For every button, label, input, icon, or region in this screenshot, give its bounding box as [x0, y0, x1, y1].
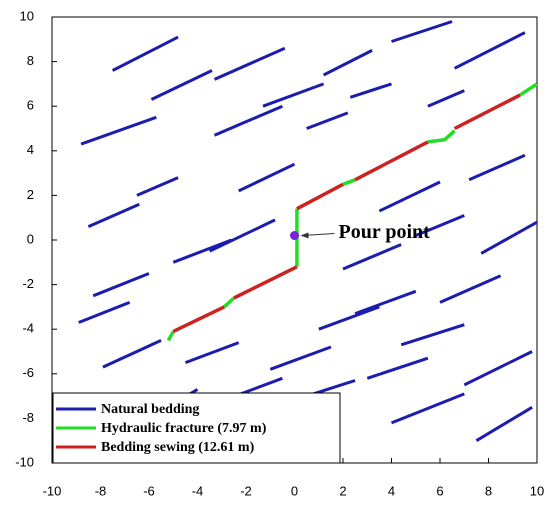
x-tick-label: 6 — [436, 483, 443, 498]
legend-box — [52, 392, 341, 464]
legend-label: Bedding sewing (12.61 m) — [101, 440, 255, 455]
legend-label: Hydraulic fracture (7.97 m) — [101, 421, 267, 436]
series-line — [166, 82, 538, 342]
annotation-arrowhead — [300, 232, 309, 239]
y-tick-label: 4 — [27, 142, 34, 157]
y-tick-label: 2 — [27, 187, 34, 202]
y-tick-label: -8 — [22, 410, 34, 425]
y-tick-label: -2 — [22, 276, 34, 291]
y-tick-label: 10 — [20, 8, 34, 23]
legend-label: Natural bedding — [101, 402, 199, 417]
y-tick-label: 6 — [27, 98, 34, 113]
x-tick-label: -10 — [43, 483, 62, 498]
pour-point — [290, 231, 299, 241]
y-tick-label: 0 — [27, 231, 34, 246]
x-tick-label: -4 — [192, 483, 204, 498]
x-tick-label: 4 — [388, 483, 395, 498]
x-tick-label: 8 — [485, 483, 492, 498]
x-tick-label: 2 — [339, 483, 346, 498]
x-tick-label: -6 — [143, 483, 155, 498]
x-tick-label: 0 — [291, 483, 298, 498]
series-line — [78, 20, 538, 442]
y-tick-label: -6 — [22, 365, 34, 380]
series-line — [172, 93, 521, 333]
x-tick-label: -2 — [240, 483, 252, 498]
y-tick-label: -10 — [15, 454, 34, 469]
y-tick-label: 8 — [27, 53, 34, 68]
annotation-label: Pour point — [339, 221, 431, 243]
x-tick-label: 10 — [530, 483, 544, 498]
x-tick-label: -8 — [95, 483, 107, 498]
y-tick-label: -4 — [22, 321, 34, 336]
